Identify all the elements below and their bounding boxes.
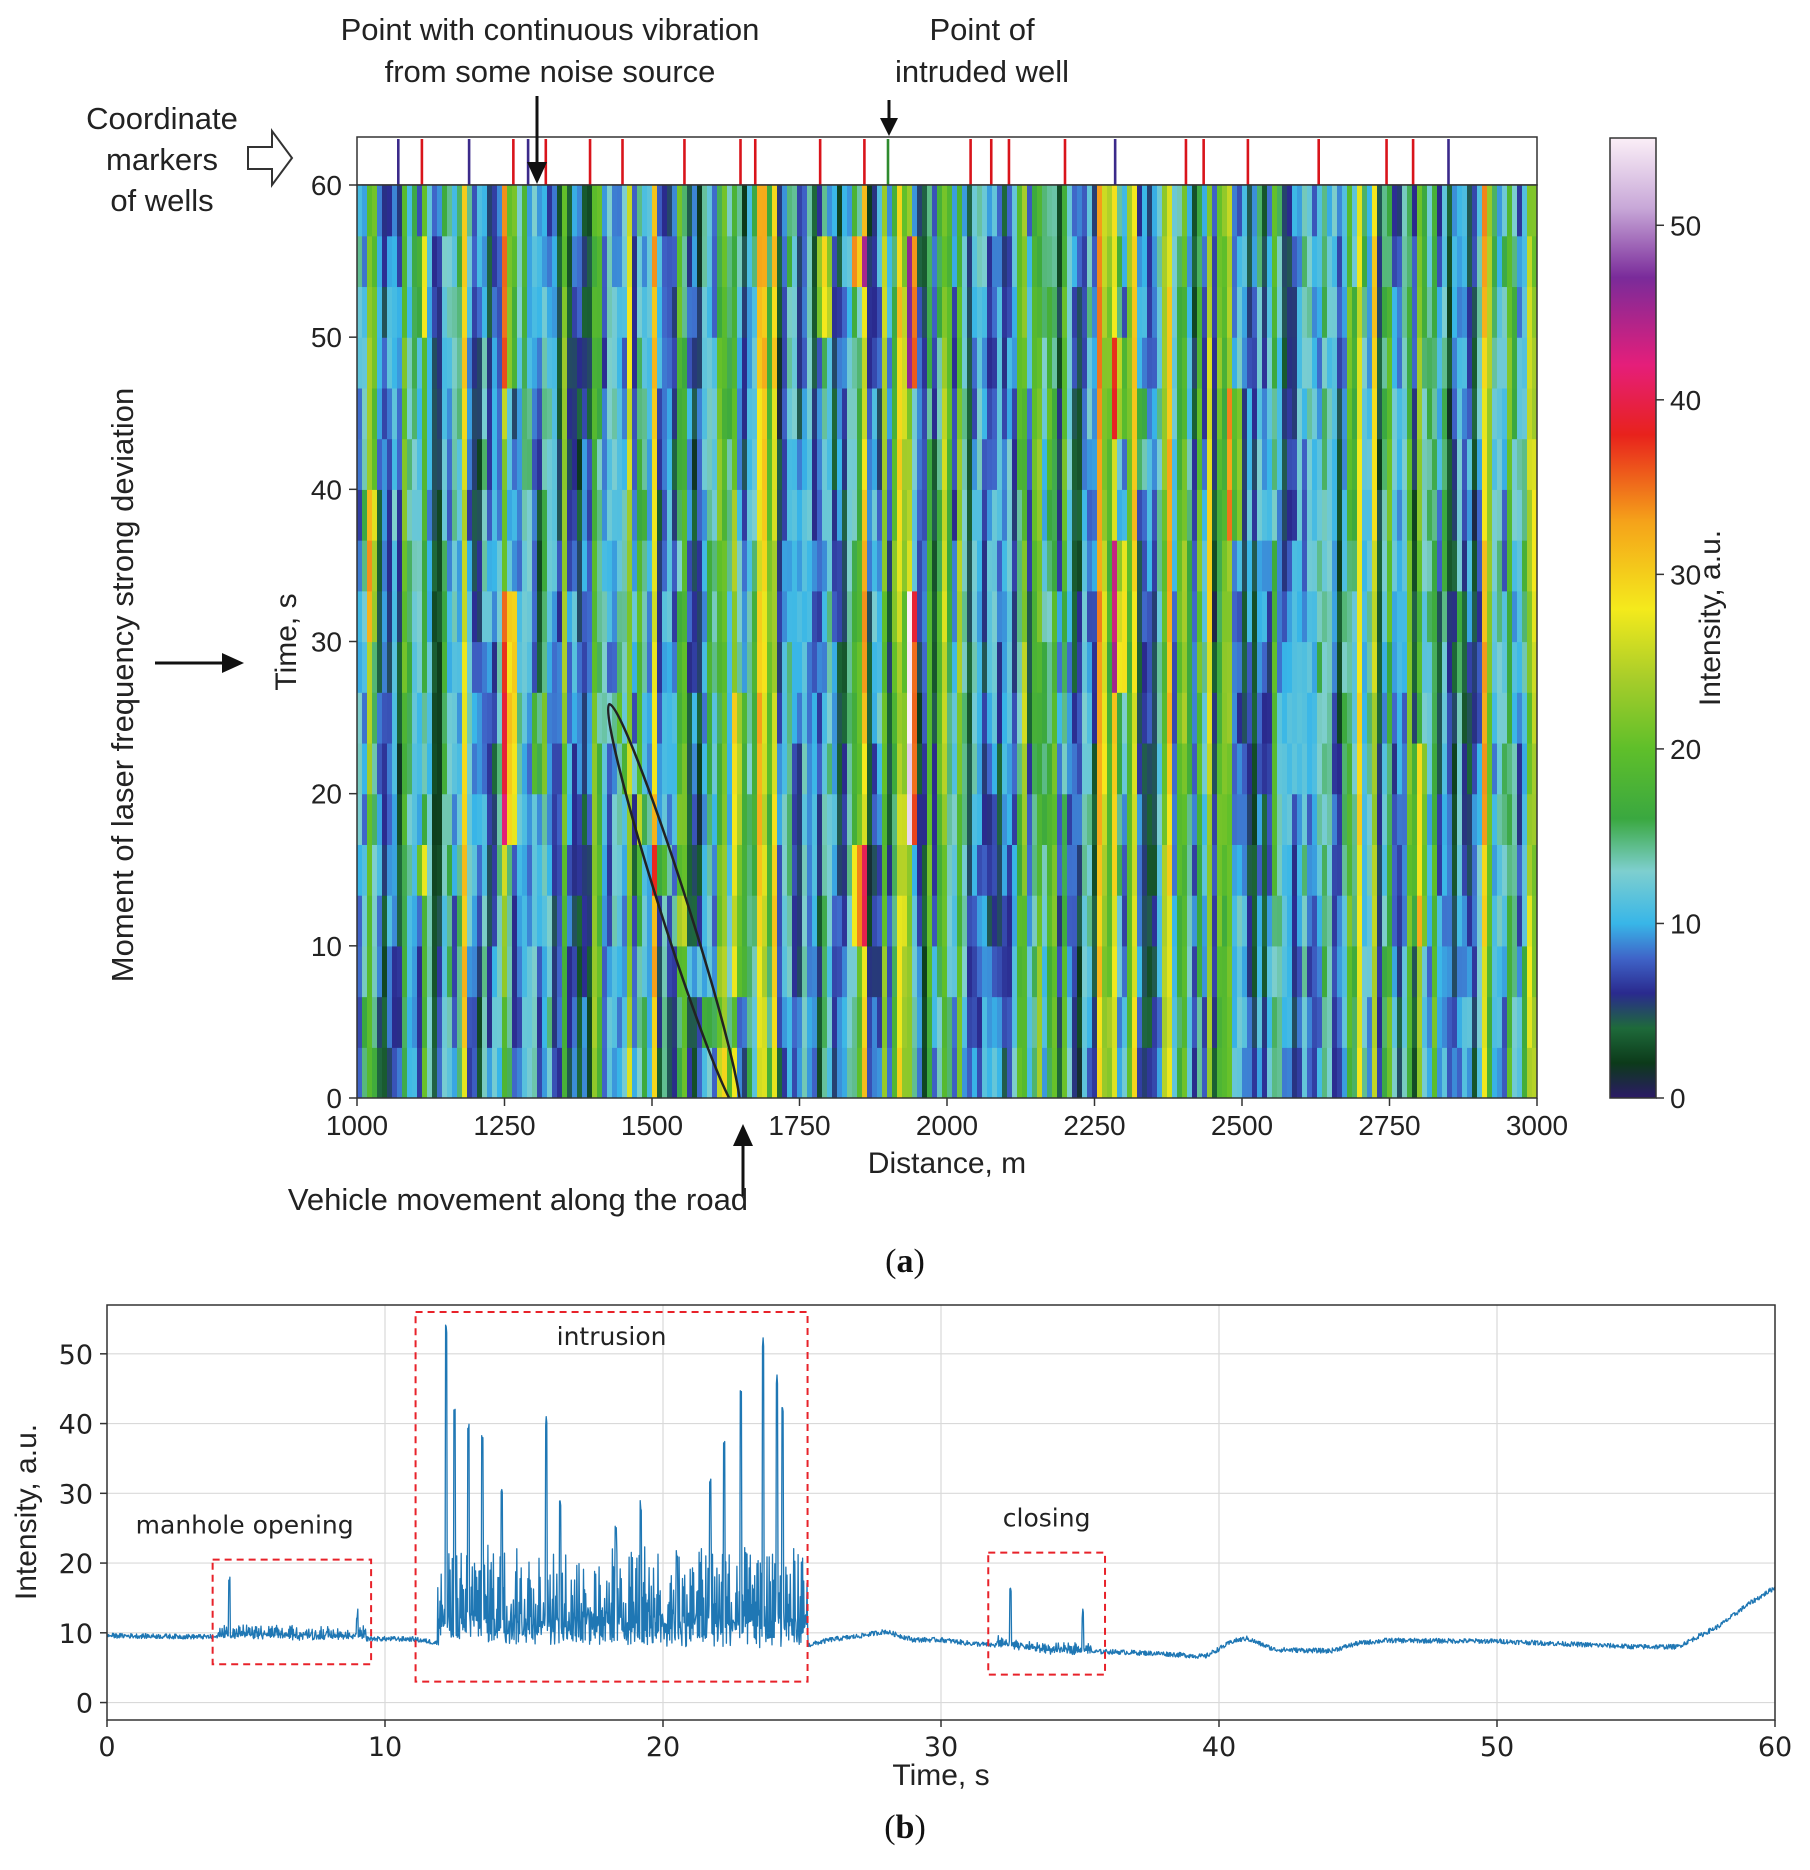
panel-b: manhole opening intrusion closing 0 10 20 30 4… xyxy=(10,1304,1792,1846)
colorbar-ticks: 0 10 20 30 40 50 xyxy=(1656,210,1701,1114)
annotation-markers-line2: markers xyxy=(106,142,218,177)
y-tick-label: 60 xyxy=(311,170,342,201)
x-tick-label: 1750 xyxy=(768,1110,830,1141)
x-tick-label: 0 xyxy=(98,1732,115,1763)
y-axis-ticks: 0 10 20 30 40 50 60 xyxy=(311,170,357,1114)
x-tick-label: 2250 xyxy=(1063,1110,1125,1141)
y-axis-label: Intensity, a.u. xyxy=(10,1424,43,1600)
x-tick-label: 1250 xyxy=(473,1110,535,1141)
annotation-markers-line3: of wells xyxy=(110,183,213,218)
caption-a-letter: a xyxy=(897,1243,914,1280)
colorbar-label: Intensity, a.u. xyxy=(1694,530,1727,706)
y-axis-ticks: 0 10 20 30 40 50 xyxy=(59,1340,107,1720)
y-axis-label: Time, s xyxy=(270,593,303,690)
annotation-vehicle: Vehicle movement along the road xyxy=(288,1124,753,1217)
y-tick-label: 50 xyxy=(59,1340,93,1371)
caption-a: (a) xyxy=(885,1243,925,1280)
vehicle-track-ellipse xyxy=(606,702,742,1098)
annotation-markers: Coordinate markers of wells xyxy=(86,101,294,218)
annotation-noise-line1: Point with continuous vibration xyxy=(341,12,760,47)
x-axis-label: Time, s xyxy=(892,1759,989,1792)
well-markers xyxy=(396,139,1450,185)
panel-a: 1000 1250 1500 1750 2000 2250 2500 2750 3000 010… xyxy=(86,12,1727,1280)
x-tick-label: 10 xyxy=(368,1732,402,1763)
annotation-markers-line1: Coordinate xyxy=(86,101,238,136)
x-tick-label: 40 xyxy=(1202,1732,1236,1763)
event-box xyxy=(414,1310,809,1683)
annotation-vehicle-text: Vehicle movement along the road xyxy=(288,1182,748,1217)
x-tick-label: 60 xyxy=(1758,1732,1792,1763)
x-axis-ticks: 0 10 20 30 40 50 60 xyxy=(98,1720,1792,1763)
caption-b: (b) xyxy=(884,1809,926,1846)
heatmap xyxy=(357,185,1537,1098)
event-box-label: intrusion xyxy=(557,1322,667,1351)
y-tick-label: 0 xyxy=(76,1689,93,1720)
event-boxes: manhole opening intrusion closing xyxy=(136,1310,1107,1683)
y-tick-label: 20 xyxy=(311,779,342,810)
annotation-well-line2: intruded well xyxy=(895,54,1069,89)
y-tick-label: 30 xyxy=(311,627,342,658)
x-axis-ticks: 1000 1250 1500 1750 2000 2250 2500 2750 3000 xyxy=(326,1098,1568,1141)
colorbar-tick-label: 10 xyxy=(1670,908,1701,939)
x-tick-label: 2000 xyxy=(916,1110,978,1141)
event-box-label: closing xyxy=(1003,1504,1091,1533)
x-axis-label: Distance, m xyxy=(868,1147,1026,1180)
x-tick-label: 1500 xyxy=(621,1110,683,1141)
annotation-laser: Moment of laser frequency strong deviati… xyxy=(105,388,244,982)
y-tick-label: 40 xyxy=(59,1410,93,1441)
colorbar-tick-label: 20 xyxy=(1670,734,1701,765)
y-tick-label: 20 xyxy=(59,1549,93,1580)
y-tick-label: 0 xyxy=(326,1083,342,1114)
y-tick-label: 10 xyxy=(311,931,342,962)
x-tick-label: 2500 xyxy=(1211,1110,1273,1141)
colorbar xyxy=(1609,137,1657,1099)
annotation-noise-line2: from some noise source xyxy=(385,54,716,89)
annotation-laser-text: Moment of laser frequency strong deviati… xyxy=(105,388,140,982)
grid xyxy=(106,1305,1776,1720)
event-box-label: manhole opening xyxy=(136,1511,354,1540)
y-tick-label: 40 xyxy=(311,474,342,505)
annotation-well-arrowhead xyxy=(880,118,898,136)
x-tick-label: 30 xyxy=(924,1732,958,1763)
x-tick-label: 20 xyxy=(646,1732,680,1763)
y-tick-label: 30 xyxy=(59,1479,93,1510)
annotation-noise: Point with continuous vibration from som… xyxy=(341,12,760,184)
colorbar-tick-label: 40 xyxy=(1670,385,1701,416)
annotation-markers-hollow-arrow xyxy=(247,127,294,189)
colorbar-tick-label: 0 xyxy=(1670,1083,1686,1114)
y-tick-label: 10 xyxy=(59,1619,93,1650)
x-tick-label: 2750 xyxy=(1358,1110,1420,1141)
annotation-well-line1: Point of xyxy=(929,12,1035,47)
event-box xyxy=(211,1558,373,1666)
annotation-noise-arrowhead xyxy=(527,162,547,184)
colorbar-tick-label: 30 xyxy=(1670,559,1701,590)
well-marker-strip xyxy=(356,136,1538,186)
colorbar-tick-label: 50 xyxy=(1670,210,1701,241)
x-tick-label: 50 xyxy=(1480,1732,1514,1763)
caption-b-letter: b xyxy=(896,1809,915,1846)
x-tick-label: 1000 xyxy=(326,1110,388,1141)
annotation-vehicle-arrowhead xyxy=(733,1124,753,1146)
series-line xyxy=(107,1324,1775,1659)
annotation-laser-arrowhead xyxy=(222,653,244,673)
annotation-well: Point of intruded well xyxy=(880,12,1069,136)
y-tick-label: 50 xyxy=(311,322,342,353)
x-tick-label: 3000 xyxy=(1506,1110,1568,1141)
